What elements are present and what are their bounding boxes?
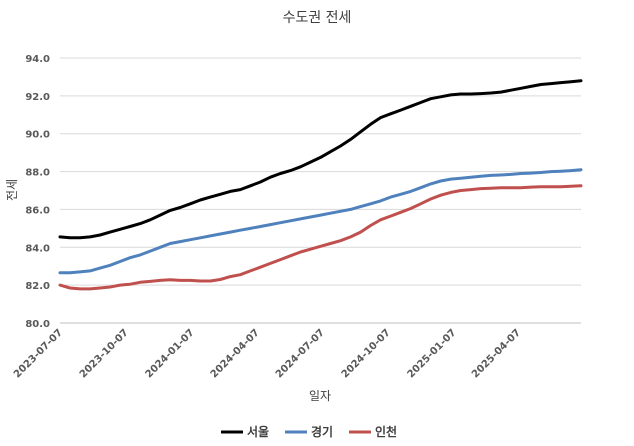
y-tick-label: 90.0	[25, 130, 50, 141]
series-line	[58, 168, 583, 275]
x-tick-label: 2023-10-07	[78, 327, 131, 380]
y-axis-ticks: 80.0 82.0 84.0 86.0 88.0 90.0 92.0 94.0	[25, 54, 50, 330]
y-tick-label: 94.0	[25, 54, 50, 65]
x-tick-label: 2025-01-07	[406, 327, 459, 380]
x-tick-label: 2024-07-07	[274, 327, 327, 380]
series-line	[58, 79, 583, 240]
x-tick-label: 2024-01-07	[144, 327, 197, 380]
y-tick-label: 82.0	[25, 281, 50, 292]
y-axis-title: 전세	[5, 179, 19, 201]
x-tick-label: 2024-10-07	[340, 327, 393, 380]
legend-label: 인천	[375, 424, 397, 439]
y-tick-label: 86.0	[25, 205, 50, 216]
legend: 서울 경기 인천	[221, 424, 397, 439]
x-axis-title: 일자	[309, 389, 331, 403]
x-tick-label: 2023-07-07	[12, 327, 65, 380]
series-line	[58, 184, 583, 291]
x-tick-label: 2024-04-07	[209, 327, 262, 380]
y-tick-label: 88.0	[25, 168, 50, 179]
chart-title: 수도권 전세	[283, 10, 352, 26]
x-tick-label: 2025-04-07	[470, 327, 523, 380]
legend-label: 경기	[311, 424, 333, 439]
series-lines	[58, 79, 583, 291]
y-tick-label: 92.0	[25, 92, 50, 103]
y-tick-label: 80.0	[25, 319, 50, 330]
y-tick-label: 84.0	[25, 243, 50, 254]
legend-label: 서울	[247, 424, 269, 439]
x-axis-ticks: 2023-07-07 2023-10-07 2024-01-07 2024-04-07…	[12, 327, 523, 380]
